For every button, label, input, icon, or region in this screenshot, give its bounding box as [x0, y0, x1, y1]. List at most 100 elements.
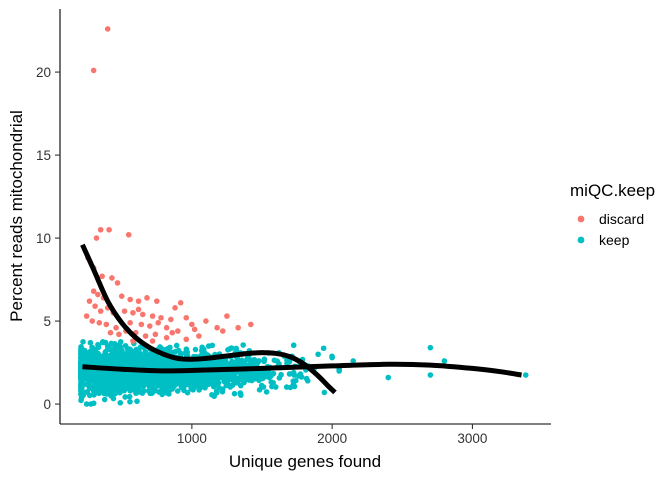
- data-point-discard: [235, 324, 241, 331]
- x-axis-title: Unique genes found: [229, 452, 381, 471]
- data-point-keep: [95, 341, 101, 348]
- data-point-discard: [219, 328, 226, 334]
- data-point-keep: [78, 361, 84, 367]
- data-point-keep: [205, 381, 212, 388]
- data-point-keep: [108, 340, 115, 347]
- data-point-discard: [149, 313, 156, 319]
- data-point-keep: [86, 375, 93, 382]
- data-point-discard: [172, 305, 178, 311]
- data-point-discard: [107, 329, 114, 336]
- data-point-keep: [134, 398, 140, 405]
- data-point-keep: [83, 401, 90, 407]
- data-point-discard: [113, 324, 119, 331]
- data-point-keep: [253, 375, 259, 382]
- data-point-keep: [270, 370, 277, 377]
- data-point-keep: [238, 371, 244, 377]
- y-tick-label: 20: [36, 65, 51, 80]
- data-point-keep: [221, 376, 227, 382]
- data-point-keep: [90, 353, 97, 359]
- data-point-keep: [139, 390, 146, 396]
- data-point-keep: [201, 382, 207, 389]
- data-point-keep: [175, 347, 182, 354]
- legend-title: miQC.keep: [570, 181, 655, 200]
- data-point-keep: [219, 388, 226, 395]
- data-point-keep: [315, 351, 321, 358]
- data-point-keep: [138, 358, 145, 364]
- data-point-keep: [127, 398, 133, 405]
- data-point-discard: [86, 298, 93, 304]
- data-point-discard: [127, 296, 133, 303]
- data-point-keep: [143, 357, 149, 364]
- data-point-keep: [228, 345, 235, 351]
- y-tick-label: 5: [43, 314, 51, 329]
- data-point-keep: [229, 382, 236, 388]
- data-point-keep: [350, 358, 357, 364]
- data-point-discard: [116, 331, 122, 338]
- data-point-keep: [183, 349, 189, 355]
- data-point-keep: [215, 362, 221, 369]
- data-point-discard: [90, 288, 97, 295]
- data-point-keep: [320, 345, 327, 352]
- data-point-keep: [101, 385, 107, 392]
- data-point-discard: [203, 318, 209, 324]
- data-point-keep: [112, 347, 118, 353]
- data-point-keep: [295, 373, 302, 379]
- data-point-keep: [230, 375, 236, 381]
- data-point-keep: [329, 354, 335, 361]
- data-point-keep: [118, 372, 124, 378]
- data-point-keep: [237, 376, 243, 382]
- data-point-discard: [183, 314, 190, 321]
- fit-curve-2: [82, 361, 522, 378]
- data-point-keep: [122, 394, 128, 400]
- data-point-keep: [78, 384, 84, 391]
- data-point-keep: [166, 382, 173, 389]
- data-point-keep: [211, 379, 218, 386]
- data-point-keep: [269, 383, 275, 390]
- data-point-keep: [179, 378, 185, 384]
- data-point-keep: [522, 372, 529, 378]
- data-point-keep: [90, 400, 97, 407]
- data-point-keep: [135, 389, 141, 396]
- data-point-keep: [119, 361, 126, 368]
- data-point-discard: [168, 316, 174, 323]
- data-point-keep: [304, 377, 311, 384]
- data-point-keep: [117, 400, 124, 406]
- data-point-keep: [196, 387, 202, 393]
- data-point-discard: [183, 336, 190, 343]
- data-point-keep: [127, 387, 134, 394]
- data-point-keep: [135, 381, 141, 388]
- data-point-keep: [86, 382, 92, 388]
- data-point-keep: [110, 381, 117, 388]
- y-tick-label: 10: [36, 231, 51, 246]
- data-point-discard: [191, 326, 198, 333]
- data-point-discard: [127, 319, 133, 326]
- data-point-discard: [90, 67, 97, 74]
- data-point-keep: [165, 357, 172, 364]
- data-point-keep: [291, 383, 298, 390]
- data-point-keep: [129, 379, 136, 385]
- data-point-keep: [427, 344, 434, 351]
- data-point-discard: [104, 26, 111, 32]
- data-point-discard: [109, 275, 115, 281]
- data-point-keep: [181, 362, 187, 368]
- y-tick-label: 15: [36, 148, 51, 163]
- data-point-keep: [192, 346, 199, 353]
- data-point-discard: [152, 331, 159, 338]
- data-point-keep: [167, 344, 173, 351]
- data-point-keep: [181, 387, 187, 394]
- data-point-keep: [239, 357, 245, 364]
- data-point-keep: [125, 349, 131, 356]
- data-point-keep: [89, 345, 96, 351]
- data-point-discard: [158, 314, 164, 321]
- y-axis-title: Percent reads mitochondrial: [7, 110, 26, 322]
- axes-layer: 1000 2000 3000 0 5 10 15 20: [36, 9, 551, 446]
- x-tick-label: 2000: [317, 431, 347, 446]
- data-point-keep: [286, 371, 293, 377]
- data-point-keep: [93, 389, 99, 396]
- data-point-keep: [156, 355, 162, 362]
- legend-label-discard: discard: [599, 211, 644, 227]
- fit-layer: [80, 243, 522, 395]
- data-point-discard: [163, 324, 170, 331]
- data-point-discard: [83, 313, 90, 319]
